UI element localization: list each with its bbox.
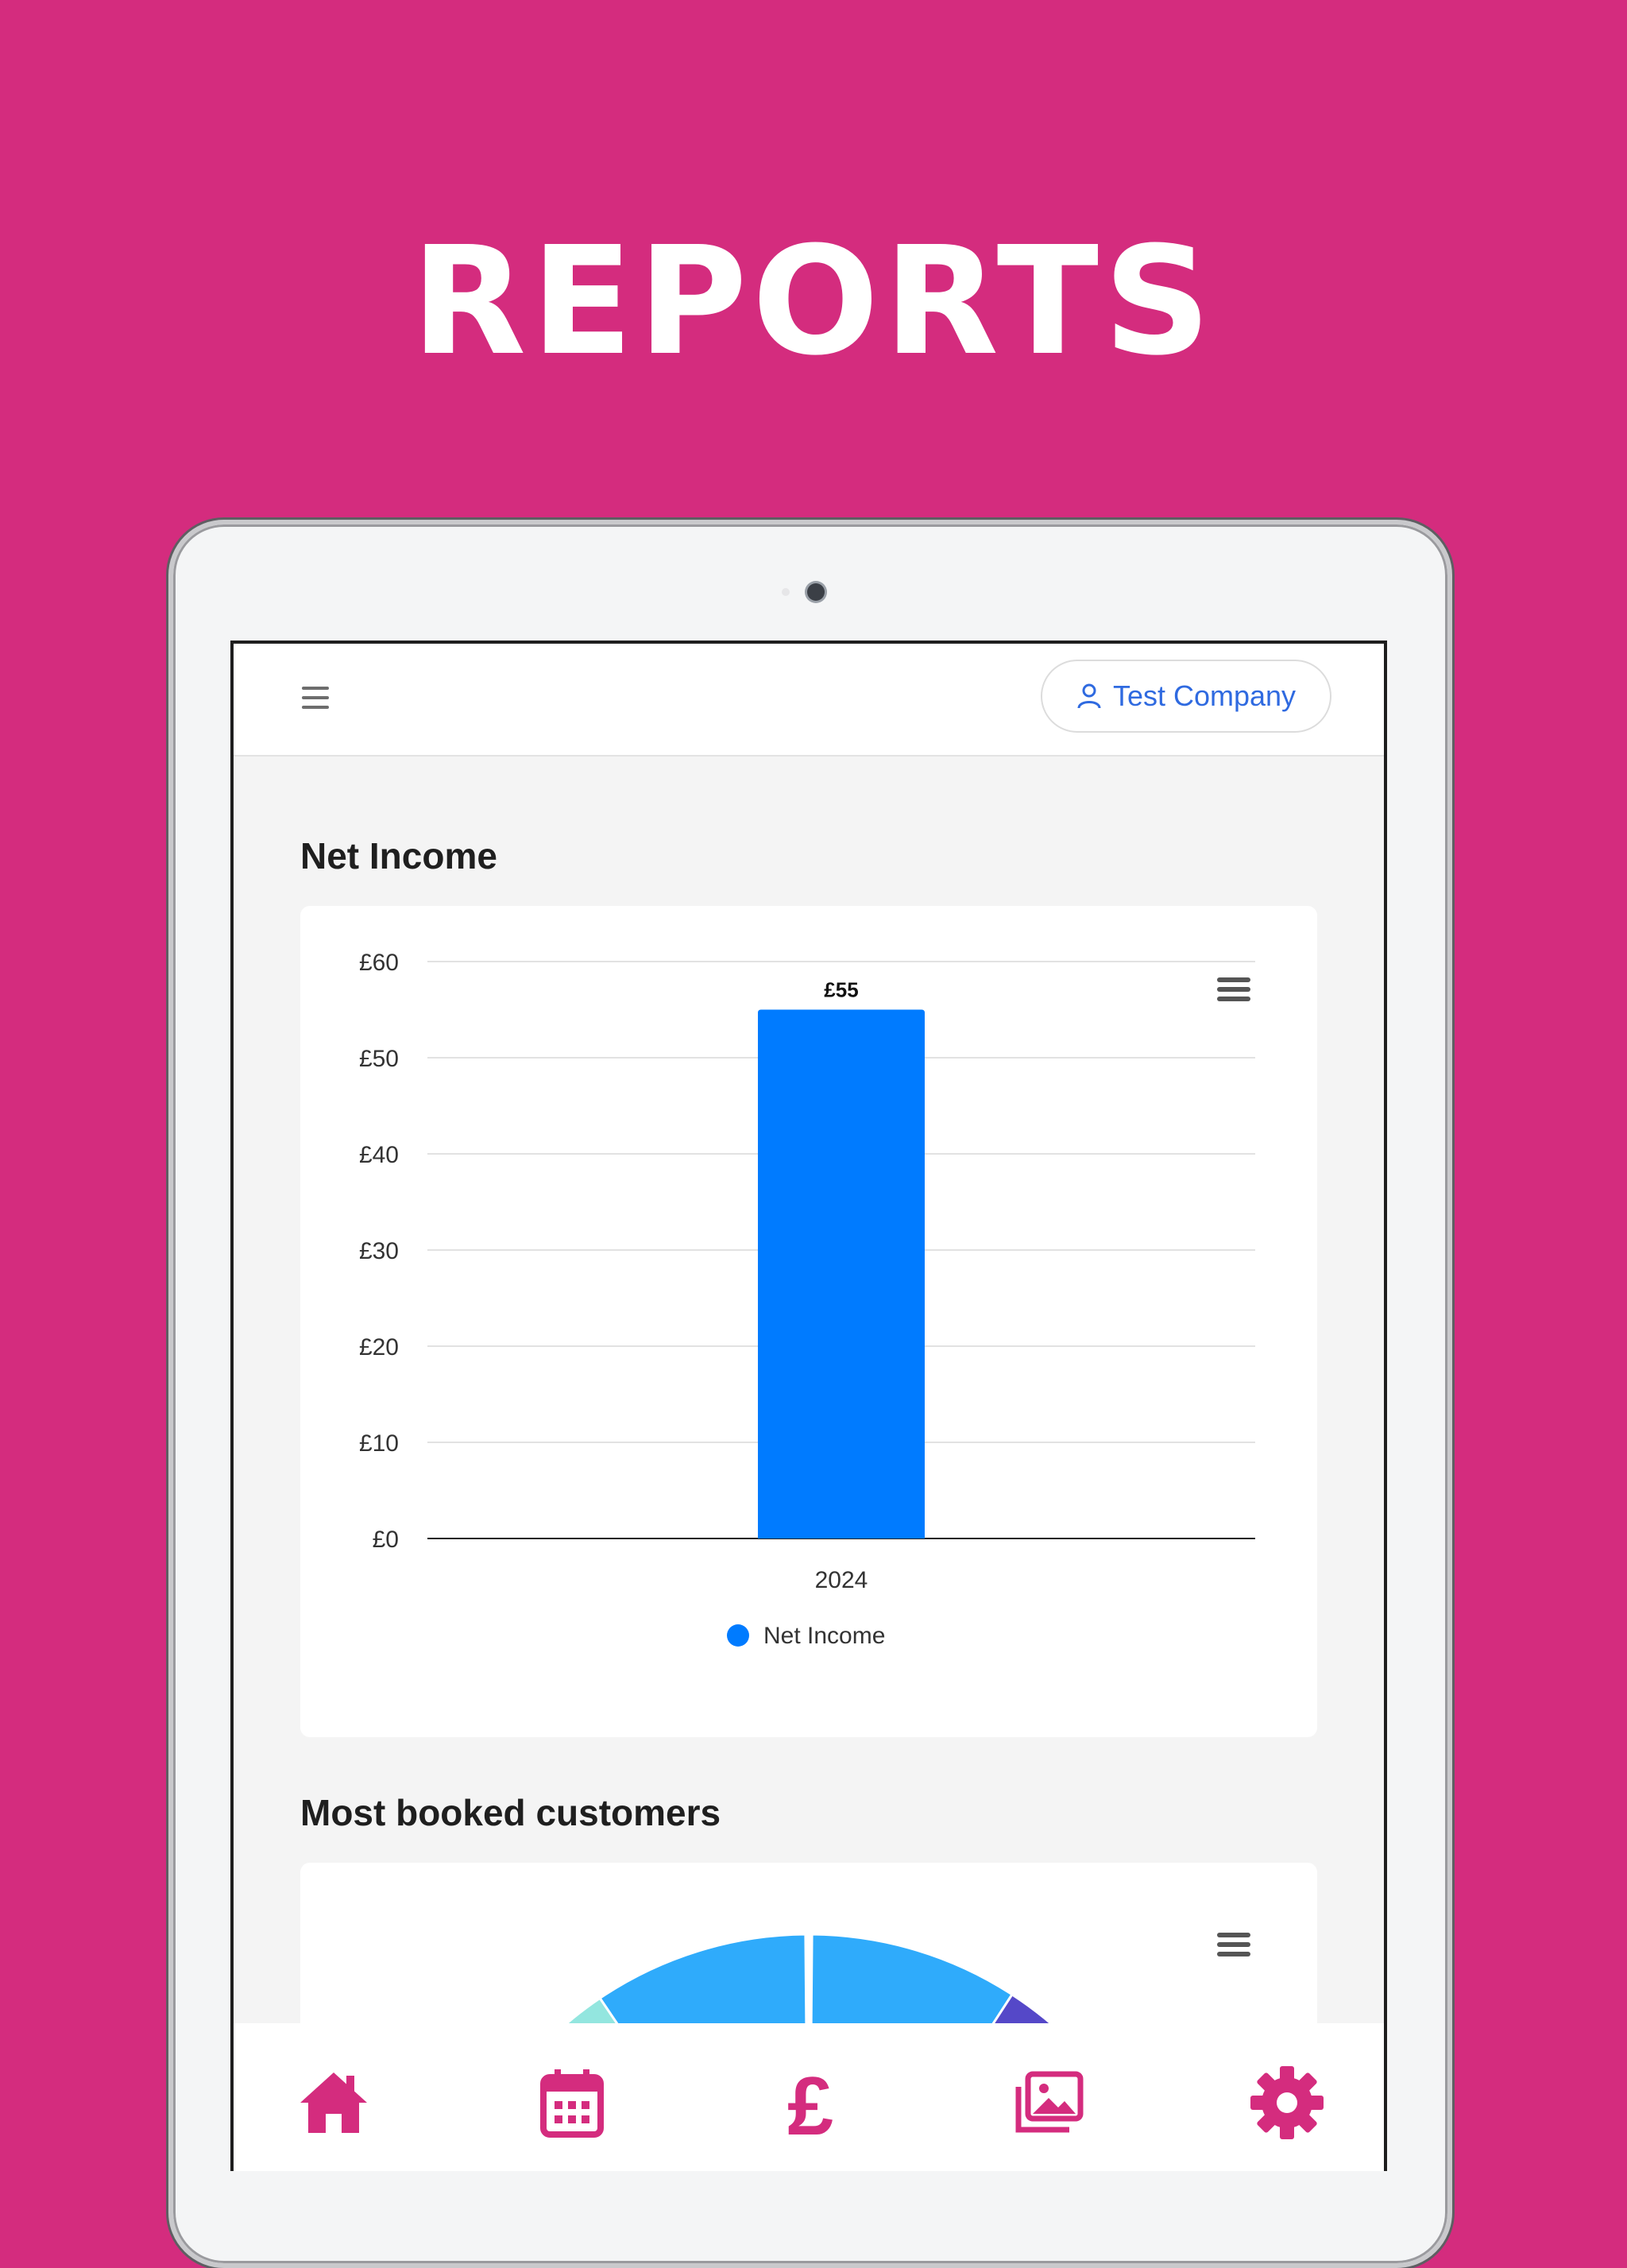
y-tick-label: £30 (359, 1238, 399, 1264)
hamburger-icon[interactable] (302, 687, 329, 709)
bar (758, 1009, 925, 1538)
pound-icon[interactable]: £ (771, 2063, 850, 2142)
gear-icon[interactable] (1247, 2063, 1327, 2142)
chart-menu-icon-2[interactable] (1217, 1933, 1250, 1960)
y-tick-label: £50 (359, 1046, 399, 1072)
chart-menu-icon[interactable] (1217, 977, 1250, 1004)
y-tick-label: £10 (359, 1430, 399, 1457)
page-headline: REPORTS (411, 215, 1216, 389)
top-bar: Test Company (234, 644, 1384, 757)
app-screen: Test Company Net Income £0 £10 £20 £30 £40 £5… (230, 641, 1387, 2171)
home-icon[interactable] (294, 2063, 373, 2142)
y-tick-label: £20 (359, 1334, 399, 1360)
user-icon (1077, 683, 1101, 709)
legend-marker (727, 1624, 749, 1647)
net-income-chart: £0 £10 £20 £30 £40 £50 £60 £55 2024 Net Income (359, 950, 1255, 1649)
y-tick-label: £60 (359, 950, 399, 976)
gallery-icon[interactable] (1009, 2063, 1088, 2142)
net-income-card: £0 £10 £20 £30 £40 £50 £60 £55 2024 Net Income (300, 906, 1317, 1737)
calendar-icon[interactable] (532, 2063, 612, 2142)
data-label: £55 (824, 978, 858, 1002)
net-income-title: Net Income (300, 835, 497, 877)
legend-label: Net Income (763, 1623, 885, 1649)
company-button[interactable]: Test Company (1041, 660, 1331, 733)
most-booked-title: Most booked customers (300, 1792, 721, 1833)
camera-icon (807, 583, 825, 601)
y-tick-label: £40 (359, 1142, 399, 1168)
svg-text:£: £ (787, 2063, 833, 2142)
y-tick-label: £0 (373, 1527, 399, 1553)
sensor-dot (782, 588, 790, 596)
bottom-navigation: £ (234, 2023, 1384, 2171)
x-tick-label: 2024 (815, 1567, 868, 1593)
company-label: Test Company (1112, 679, 1297, 712)
